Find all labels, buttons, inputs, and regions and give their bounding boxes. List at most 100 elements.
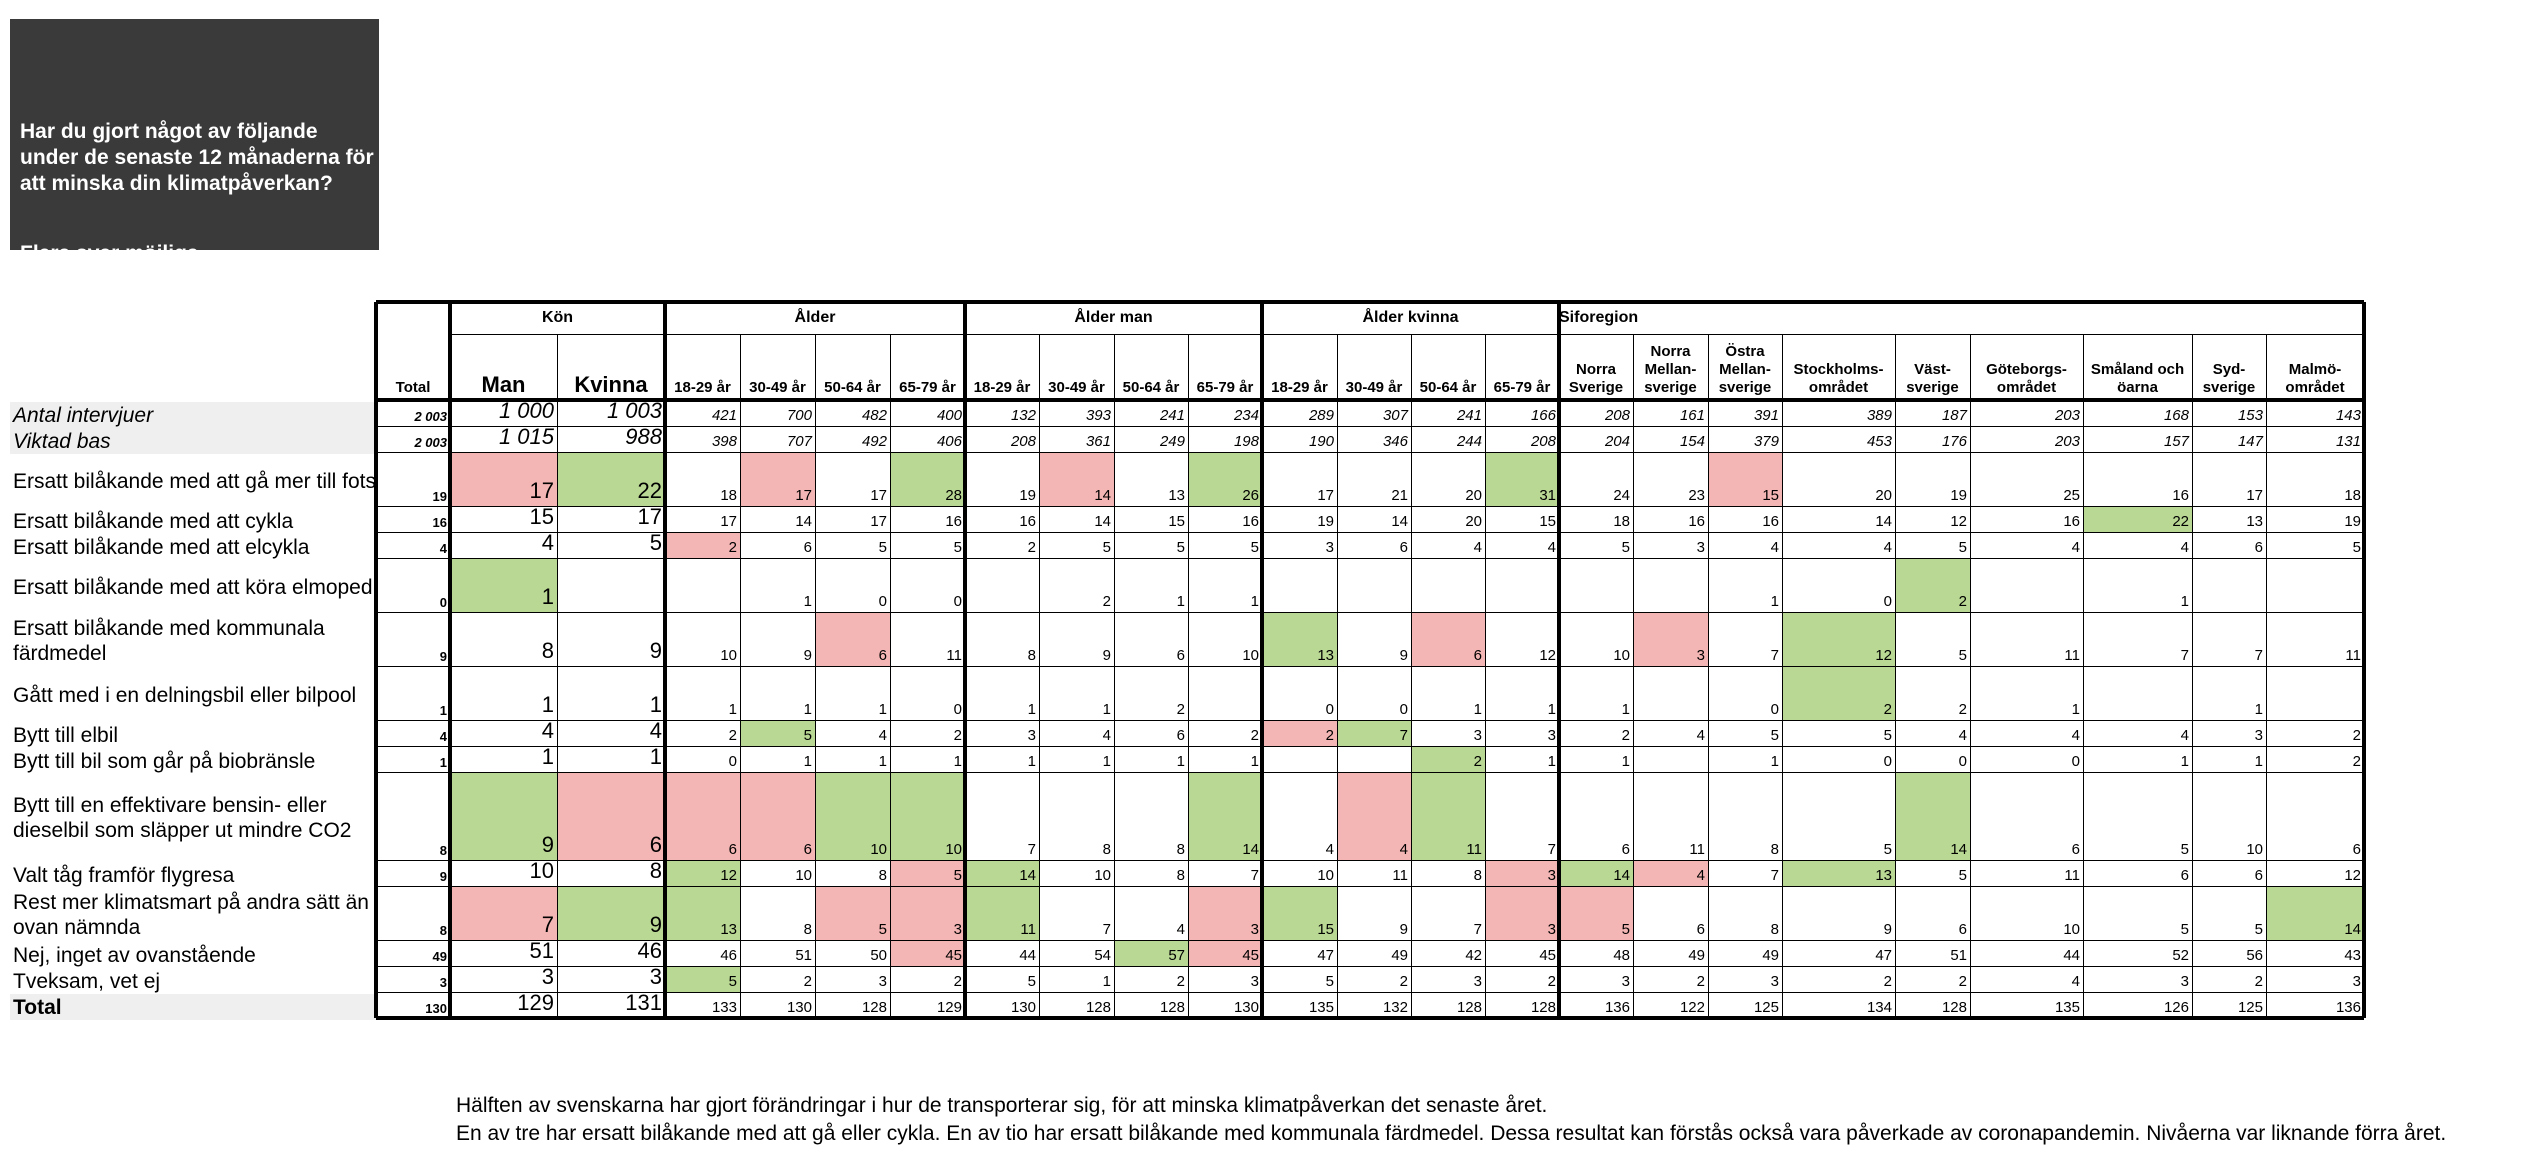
- table-cell: 45: [1539, 947, 1556, 964]
- table-cell: 3: [1770, 973, 1779, 990]
- table-cell: 4: [1547, 539, 1556, 556]
- table-cell: 707: [786, 433, 812, 450]
- table-cell: 16: [945, 513, 962, 530]
- table-cell: 3: [1621, 973, 1630, 990]
- table-cell: 4: [649, 718, 662, 743]
- table-cell: 7: [1250, 867, 1259, 884]
- table-cell: [1633, 666, 1708, 720]
- table-cell: 10: [890, 772, 965, 860]
- table-cell: 208: [1530, 433, 1556, 450]
- table-cell: 14: [2266, 886, 2364, 940]
- table-cell: 4: [1102, 727, 1111, 744]
- table-cell: 3: [878, 973, 887, 990]
- table-cell: 0: [1325, 701, 1334, 718]
- table-cell: 5: [1102, 539, 1111, 556]
- table-cell: 24: [1613, 487, 1630, 504]
- table-cell: 17: [720, 513, 737, 530]
- table-cell: 2: [803, 973, 812, 990]
- table-cell: 130: [1233, 999, 1259, 1016]
- table-cell: 166: [1530, 407, 1556, 424]
- table-cell: 125: [1753, 999, 1779, 1016]
- table-cell: 1: [728, 701, 737, 718]
- table-cell: 3: [1696, 539, 1705, 556]
- table-cell: 4: [2071, 727, 2080, 744]
- row-label: Rest mer klimatsmart på andra sätt än ov…: [13, 891, 369, 939]
- table-cell: 1: [1102, 701, 1111, 718]
- table-cell: 8: [1473, 867, 1482, 884]
- footer-line-2: En av tre har ersatt bilåkande med att g…: [456, 1122, 2447, 1145]
- table-cell: 128: [1456, 999, 1482, 1016]
- grid-line: [376, 506, 2364, 507]
- table-cell: 361: [1085, 433, 1111, 450]
- table-cell: 57: [1114, 940, 1188, 966]
- table-cell: 3: [1325, 539, 1334, 556]
- table-cell: 13: [1782, 860, 1895, 886]
- table-cell: 204: [1604, 433, 1630, 450]
- table-cell: 1: [878, 753, 887, 770]
- table-cell: 1: [439, 703, 447, 718]
- table-cell: 47: [1317, 947, 1334, 964]
- grid-line: [815, 334, 816, 1018]
- table-cell: 4: [1633, 860, 1708, 886]
- table-cell: 3: [1485, 860, 1559, 886]
- table-cell: 187: [1941, 407, 1967, 424]
- table-cell: [2083, 666, 2192, 720]
- table-cell: 2: [2254, 973, 2263, 990]
- grid-line: [2362, 302, 2366, 1018]
- table-cell: 4: [2180, 727, 2189, 744]
- table-cell: 0: [728, 753, 737, 770]
- table-cell: 10: [795, 867, 812, 884]
- table-cell: 43: [2344, 947, 2361, 964]
- table-cell: 8: [878, 867, 887, 884]
- table-cell: 1: [2254, 701, 2263, 718]
- table-cell: 23: [1688, 487, 1705, 504]
- table-cell: 5: [740, 720, 815, 746]
- column-header: 18-29 år: [1271, 379, 1328, 396]
- table-cell: 13: [1168, 487, 1185, 504]
- table-cell: 132: [1382, 999, 1408, 1016]
- table-cell: 18: [1613, 513, 1630, 530]
- table-cell: 2: [1102, 593, 1111, 610]
- table-cell: 4: [1473, 539, 1482, 556]
- table-cell: 8: [803, 921, 812, 938]
- table-cell: 7: [1337, 720, 1411, 746]
- table-cell: 31: [1485, 452, 1559, 506]
- grid-line: [1114, 334, 1115, 1018]
- table-cell: 3: [1473, 973, 1482, 990]
- table-cell: 6: [1411, 612, 1485, 666]
- table-cell: 0: [1883, 593, 1892, 610]
- table-cell: 2: [728, 727, 737, 744]
- table-cell: 2: [1547, 973, 1556, 990]
- table-cell: 44: [2063, 947, 2080, 964]
- table-cell: 128: [1159, 999, 1185, 1016]
- column-header: Göteborgs-​området: [1986, 361, 2067, 396]
- table-cell: 1: [439, 755, 447, 770]
- table-cell: 244: [1456, 433, 1482, 450]
- table-cell: 9: [649, 638, 662, 663]
- table-cell: 3: [2254, 727, 2263, 744]
- table-cell: 1: [1027, 753, 1036, 770]
- table-cell: 0: [1770, 701, 1779, 718]
- table-cell: 4: [2180, 539, 2189, 556]
- table-cell: 15: [1708, 452, 1782, 506]
- column-header: 30-49 år: [749, 379, 806, 396]
- table-cell: 2: [953, 727, 962, 744]
- table-cell: 1: [803, 701, 812, 718]
- grid-line: [2083, 334, 2084, 1018]
- table-cell: 157: [2163, 433, 2189, 450]
- table-cell: 10: [720, 647, 737, 664]
- table-cell: 125: [2237, 999, 2263, 1016]
- table-cell: 14: [1895, 772, 1970, 860]
- table-cell: [1188, 666, 1262, 720]
- table-cell: 20: [1465, 487, 1482, 504]
- grid-line: [376, 558, 2364, 559]
- column-header: 65-79 år: [1196, 379, 1254, 396]
- table-cell: 15: [1539, 513, 1556, 530]
- table-cell: [1337, 558, 1411, 612]
- table-cell: 2: [1958, 701, 1967, 718]
- table-cell: 8: [541, 638, 554, 663]
- table-cell: 4: [1696, 727, 1705, 744]
- table-cell: 5: [2180, 921, 2189, 938]
- row-label: Tveksam, vet ej: [13, 969, 161, 993]
- table-cell: 988: [625, 424, 662, 449]
